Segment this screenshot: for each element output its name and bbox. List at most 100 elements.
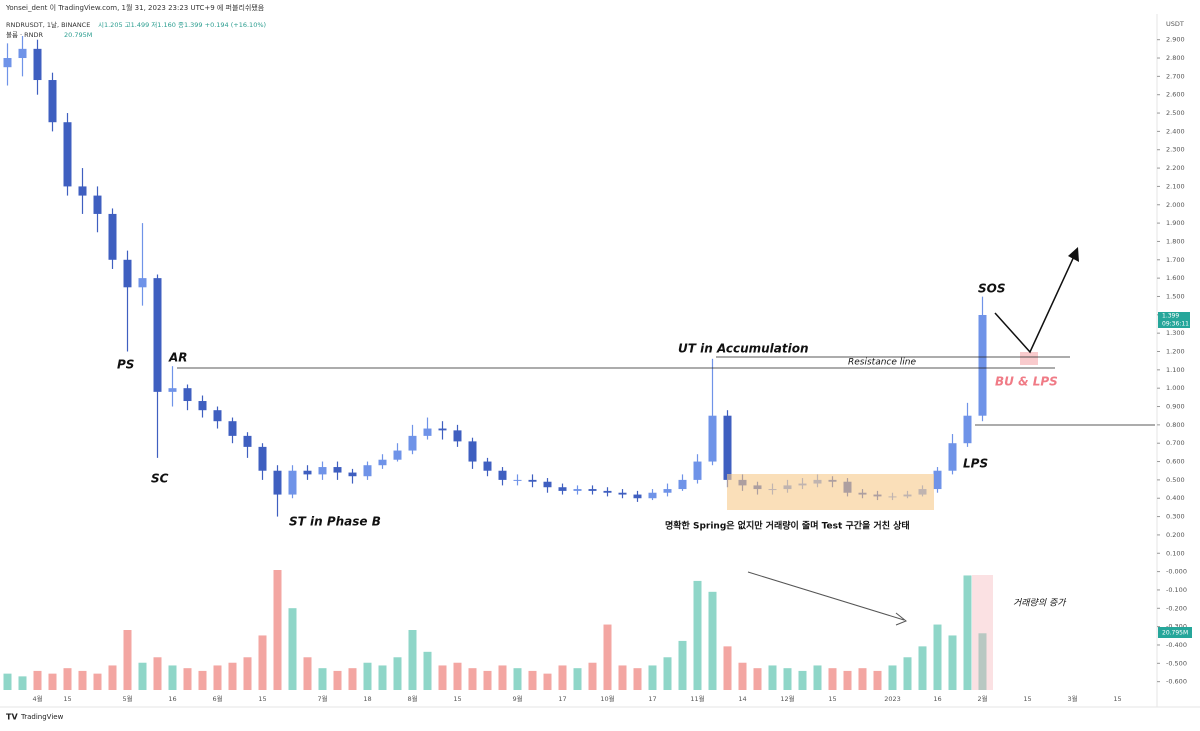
volume-bar [918, 646, 927, 690]
projection-arrow [994, 251, 1077, 354]
volume-bar [198, 670, 207, 690]
volume-bar [18, 676, 27, 690]
candle-body [618, 492, 627, 495]
x-tick-label: 17 [648, 695, 656, 703]
candle-body [138, 278, 147, 288]
candle-body [18, 48, 27, 59]
volume-bar [948, 635, 957, 690]
candle-body [228, 421, 237, 436]
volume-bar [513, 668, 522, 690]
y-tick-label: 2.700 [1166, 72, 1185, 80]
y-tick-label: 0.700 [1166, 439, 1185, 447]
candle-body [678, 479, 687, 490]
volume-bar [78, 670, 87, 690]
volume-bar [408, 630, 417, 690]
volume-bar [843, 670, 852, 690]
candle-body [558, 487, 567, 491]
volume-bar [3, 673, 12, 690]
volume-bar [753, 668, 762, 690]
volume-bar [618, 665, 627, 690]
candle-body [273, 470, 282, 495]
candle-body [3, 58, 12, 68]
candle-body [603, 490, 612, 493]
y-tick-label: -0.000 [1166, 568, 1187, 576]
y-tick-label: 0.800 [1166, 421, 1185, 429]
y-tick-label: 1.800 [1166, 237, 1185, 245]
volume-bar [213, 665, 222, 690]
x-tick-label: 7월 [317, 694, 327, 703]
publisher: Yonsei_dent 이 TradingView.com, 1월 31, 20… [5, 3, 265, 12]
annotation: Resistance line [848, 358, 916, 368]
volume-bar [738, 662, 747, 690]
volume-bar [528, 670, 537, 690]
volume-bar [798, 670, 807, 690]
y-tick-label: 2.500 [1166, 109, 1185, 117]
volume-bar [828, 668, 837, 690]
candle-body [303, 470, 312, 475]
candle-body [288, 470, 297, 495]
volume-bar [573, 668, 582, 690]
y-tick-label: 1.600 [1166, 274, 1185, 282]
annotation: SC [151, 472, 169, 486]
y-tick-label: -0.100 [1166, 586, 1187, 594]
annotation: LPS [963, 457, 988, 471]
volume-bar [603, 624, 612, 690]
annotation: ST in Phase B [289, 515, 381, 529]
x-tick-label: 8월 [407, 694, 417, 703]
annotation: UT in Accumulation [678, 342, 809, 356]
volume-bar [318, 668, 327, 690]
candle-body [453, 430, 462, 442]
currency: USDT [1166, 20, 1184, 28]
volume-bar [48, 673, 57, 690]
volume-bar [138, 662, 147, 690]
candle-body [483, 461, 492, 471]
candle-body [363, 465, 372, 477]
candle-body [318, 467, 327, 475]
volume-bar [903, 657, 912, 690]
candle-body [348, 472, 357, 477]
y-tick-label: 0.300 [1166, 513, 1185, 521]
candle-body [663, 489, 672, 493]
volume-bar [708, 591, 717, 690]
candle-body [153, 278, 162, 392]
volume-bar [123, 630, 132, 690]
x-tick-label: 9월 [512, 694, 522, 703]
y-tick-label: 2.000 [1166, 201, 1185, 209]
candle-body [183, 388, 192, 402]
candle-body [588, 489, 597, 491]
volume-bar [468, 668, 477, 690]
x-tick-label: 17 [558, 695, 566, 703]
price-label: 1.399 [1162, 313, 1179, 320]
volume-bar [393, 657, 402, 690]
y-tick-label: 1.200 [1166, 347, 1185, 355]
candle-body [963, 415, 972, 444]
price-label-box [1158, 312, 1190, 328]
annotation: 명확한 Spring은 없지만 거래량이 줄며 Test 구간을 거친 상태 [665, 520, 910, 532]
volume-bar [783, 668, 792, 690]
x-tick-label: 15 [828, 695, 836, 703]
y-tick-label: 0.600 [1166, 458, 1185, 466]
volume-bar [888, 665, 897, 690]
x-tick-label: 11월 [690, 694, 704, 703]
candle-body [513, 479, 522, 481]
x-tick-label: 5월 [122, 694, 132, 703]
candle-body [93, 195, 102, 214]
volume-bar [108, 665, 117, 690]
y-tick-label: 1.500 [1166, 292, 1185, 300]
candle-body [108, 213, 117, 260]
x-tick-label: 4월 [32, 694, 42, 703]
candle-body [543, 481, 552, 488]
candle-body [933, 470, 942, 490]
volume-bar [858, 668, 867, 690]
x-tick-label: 2월 [977, 694, 987, 703]
x-tick-label: 3월 [1067, 694, 1077, 703]
candle-body [948, 443, 957, 471]
volume-bar [288, 608, 297, 690]
y-tick-label: 2.400 [1166, 127, 1185, 135]
volume-bar [723, 646, 732, 690]
volume-bar [153, 657, 162, 690]
volume-bar [228, 662, 237, 690]
volume-value: 20.795M [64, 31, 92, 39]
candle-body [408, 435, 417, 451]
